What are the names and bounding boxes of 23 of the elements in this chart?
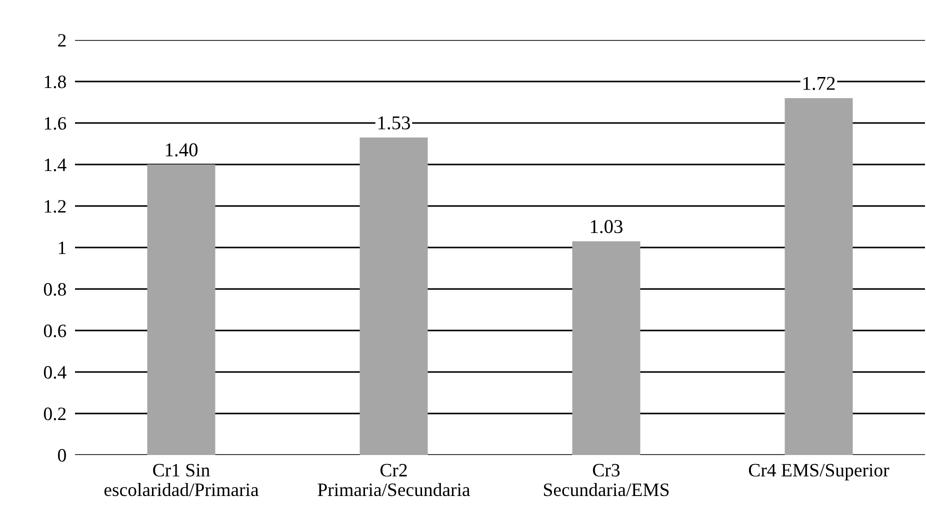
x-tick-label: Cr1 Sin escolaridad/Primaria xyxy=(104,464,259,496)
y-tick-label: 1.8 xyxy=(44,76,66,88)
y-tick-label: 0.2 xyxy=(44,408,66,420)
y-tick-label: 1.6 xyxy=(44,117,66,130)
y-tick-label: 1 xyxy=(58,242,66,254)
y-tick-label: 0.8 xyxy=(44,283,66,296)
y-tick-label: 1.4 xyxy=(44,158,66,172)
bar xyxy=(360,138,428,455)
y-tick-label: 1.2 xyxy=(44,200,66,213)
bar xyxy=(784,98,853,455)
y-tick-label: 0.6 xyxy=(44,324,66,338)
data-label: 1.72 xyxy=(803,76,835,90)
y-tick-label: 2 xyxy=(58,34,66,47)
bar xyxy=(147,164,216,455)
bar xyxy=(572,241,640,455)
y-tick-label: 0 xyxy=(58,449,66,462)
x-tick-label: Cr2 Primaria/Secundaria xyxy=(318,464,470,496)
data-label: 1.03 xyxy=(590,220,623,234)
data-label: 1.53 xyxy=(378,116,410,130)
x-tick-label: Cr3 Secundaria/EMS xyxy=(544,464,669,496)
x-tick-label: Cr4 EMS/Superior xyxy=(748,464,890,480)
y-tick-label: 0.4 xyxy=(44,366,66,379)
data-label: 1.40 xyxy=(166,143,198,156)
